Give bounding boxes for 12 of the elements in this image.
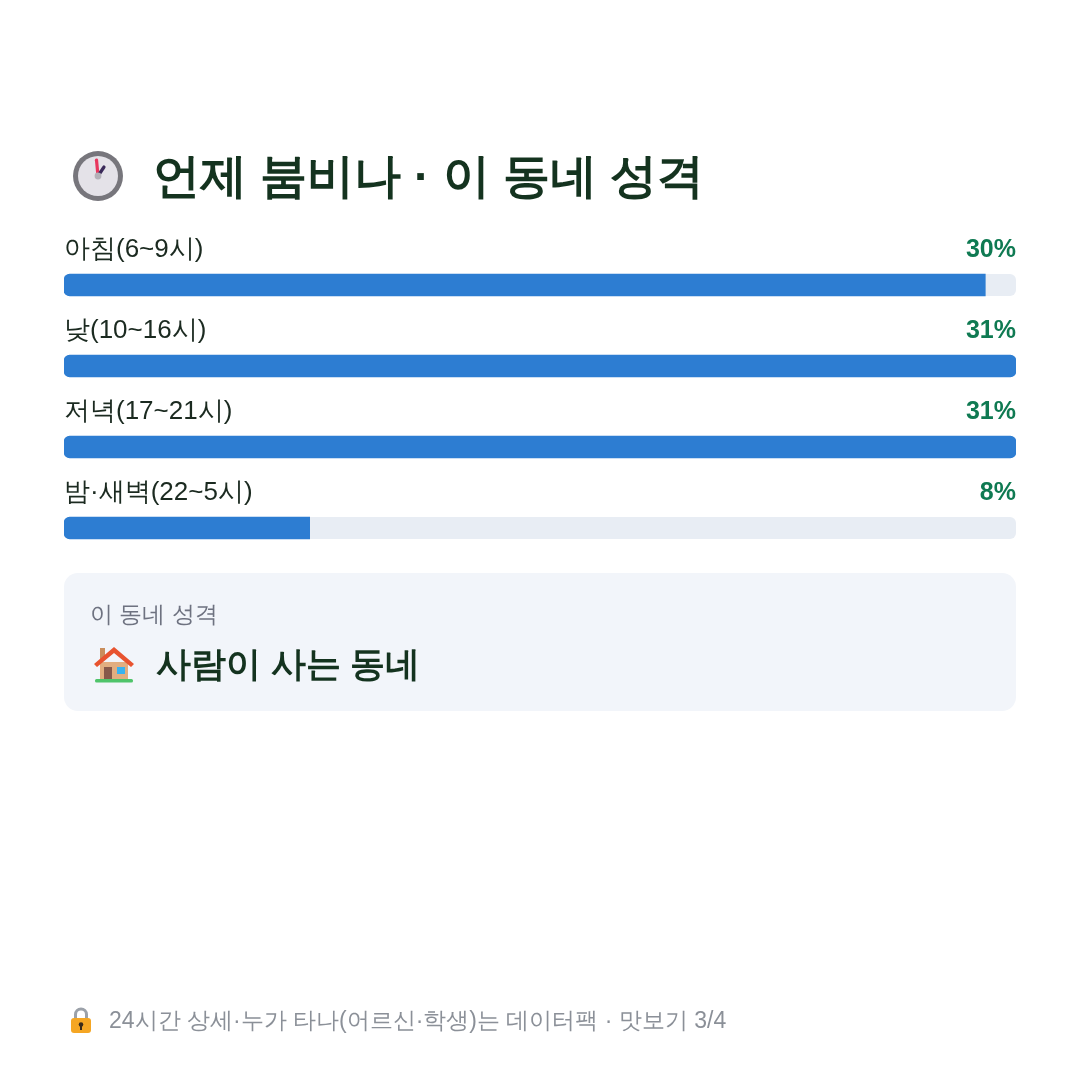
data-label: 31%	[965, 395, 1016, 424]
text: 이 동네 성격	[90, 600, 218, 629]
y-tick-label: 아침(6~9시)	[64, 233, 204, 264]
text: 24시간 상세·누가 타나(어르신·학생)는 데이터팩 · 맛보기 3/4	[109, 1006, 727, 1035]
y-tick-label: 낮(10~16시)	[64, 314, 207, 345]
data-label: 30%	[965, 233, 1016, 262]
y-tick-label: 저녁(17~21시)	[64, 395, 233, 426]
chart-title: 언제 붐비나 · 이 동네 성격	[153, 148, 704, 204]
data-label: 31%	[965, 314, 1016, 343]
data-label: 8%	[979, 476, 1016, 505]
text: 사람이 사는 동네	[156, 643, 421, 685]
y-tick-label: 밤·새벽(22~5시)	[64, 476, 253, 507]
